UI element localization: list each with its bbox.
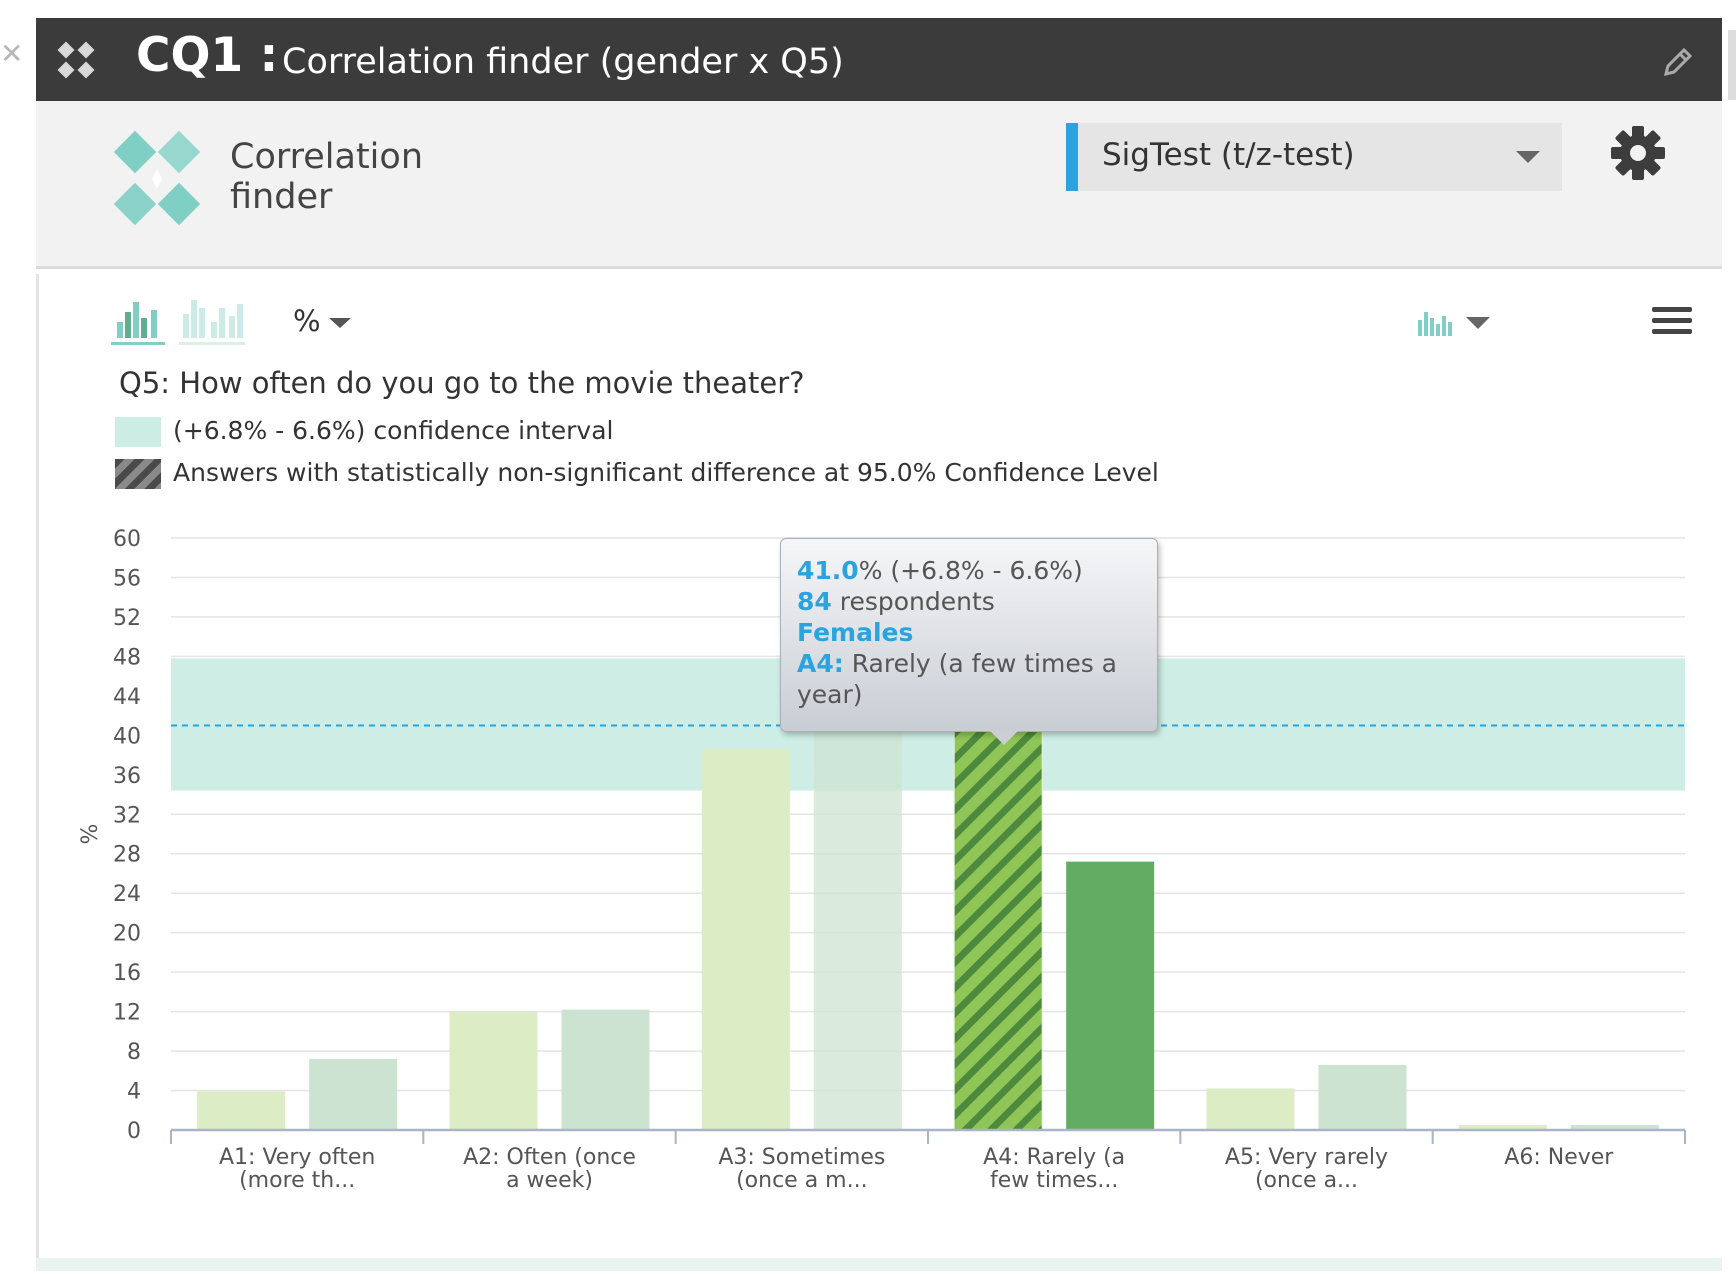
method-dropdown[interactable]: SigTest (t/z-test) <box>1066 123 1562 191</box>
chart-type-tab-underline <box>179 342 245 345</box>
tooltip-group: Females <box>797 618 914 647</box>
tooltip-respondents-suffix: respondents <box>831 587 995 616</box>
widget-header: Correlation finder SigTest (t/z-test) <box>36 101 1722 269</box>
correlation-logo-icon <box>113 130 201 226</box>
x-tick-label: (once a... <box>1255 1168 1358 1193</box>
right-edge-handle[interactable] <box>1728 30 1736 100</box>
y-tick-label: 48 <box>113 645 141 670</box>
chart-options-icon[interactable] <box>1417 308 1457 336</box>
x-tick-label: (more th... <box>239 1168 355 1193</box>
tooltip-percent-suffix: % (+6.8% - 6.6%) <box>858 556 1083 585</box>
chevron-down-icon <box>328 318 351 328</box>
widget-window: CQ1 : Correlation finder (gender x Q5) C… <box>36 18 1722 1271</box>
bar[interactable] <box>449 1011 538 1130</box>
x-tick-label: a week) <box>506 1168 593 1193</box>
bar[interactable] <box>1206 1088 1295 1130</box>
widget-type-label: Correlation finder <box>230 137 423 217</box>
tooltip-respondents: 84 respondents <box>797 586 1141 617</box>
y-tick-label: 56 <box>113 566 141 591</box>
title-bar: CQ1 : Correlation finder (gender x Q5) <box>36 18 1722 101</box>
tooltip-percent-value: 41.0 <box>797 556 859 585</box>
y-tick-label: 32 <box>113 803 141 828</box>
bar[interactable] <box>701 749 790 1130</box>
tooltip-answer-code: A4: <box>797 649 844 678</box>
bar[interactable] <box>197 1091 286 1130</box>
y-tick-label: 20 <box>113 922 141 947</box>
y-tick-label: 60 <box>113 527 141 552</box>
x-tick-label: A1: Very often <box>219 1145 375 1170</box>
tooltip-answer-text: Rarely (a few times a year) <box>797 649 1118 709</box>
chevron-down-icon[interactable] <box>1465 316 1491 330</box>
bar[interactable] <box>561 1009 650 1130</box>
bar[interactable] <box>309 1058 398 1130</box>
y-tick-label: 4 <box>127 1080 141 1105</box>
x-tick-label: A2: Often (once <box>463 1145 636 1170</box>
legend-confidence-interval: (+6.8% - 6.6%) confidence interval <box>115 416 613 447</box>
bar[interactable] <box>953 724 1043 1131</box>
chart-type-tab-underline-active <box>111 342 165 345</box>
question-title: Q5: How often do you go to the movie the… <box>119 366 805 400</box>
x-tick-label: A6: Never <box>1504 1145 1614 1170</box>
tooltip-percent: 41.0% (+6.8% - 6.6%) <box>797 555 1141 586</box>
hamburger-menu-icon[interactable] <box>1652 306 1692 336</box>
tooltip-answer: A4: Rarely (a few times a year) <box>797 648 1141 710</box>
unit-select[interactable]: % <box>293 304 351 338</box>
tooltip-respondents-value: 84 <box>797 587 832 616</box>
y-tick-label: 52 <box>113 606 141 631</box>
tooltip-pointer <box>990 731 1018 745</box>
y-tick-label: 0 <box>127 1119 141 1144</box>
gear-icon[interactable] <box>1608 123 1668 183</box>
widget-title: Correlation finder (gender x Q5) <box>282 42 844 82</box>
legend-swatch-ci <box>115 417 161 447</box>
y-tick-label: 40 <box>113 724 141 749</box>
edit-pencil-icon[interactable] <box>1660 44 1696 80</box>
y-tick-label: 24 <box>113 882 141 907</box>
chart-panel: % Q5: How often do you go to the movie t… <box>36 274 1722 1271</box>
y-tick-label: 44 <box>113 685 141 710</box>
y-tick-label: 16 <box>113 961 141 986</box>
data-tooltip: 41.0% (+6.8% - 6.6%) 84 respondents Fema… <box>780 538 1158 732</box>
legend-ci-label: (+6.8% - 6.6%) confidence interval <box>173 416 614 445</box>
x-tick-label: few times... <box>990 1168 1118 1193</box>
close-icon[interactable]: ✕ <box>0 37 24 70</box>
legend-swatch-hatched <box>115 459 161 489</box>
y-tick-label: 28 <box>113 843 141 868</box>
legend-ns-label: Answers with statistically non-significa… <box>173 458 1159 487</box>
x-tick-label: A5: Very rarely <box>1225 1145 1388 1170</box>
y-axis-label: % <box>78 824 103 845</box>
x-tick-label: A4: Rarely (a <box>983 1145 1125 1170</box>
bar[interactable] <box>1458 1125 1547 1130</box>
grouped-bar-chart-icon[interactable] <box>115 298 163 338</box>
legend-non-significant: Answers with statistically non-significa… <box>115 458 1159 489</box>
bar[interactable] <box>1570 1125 1659 1130</box>
y-tick-label: 12 <box>113 1001 141 1026</box>
dropdown-accent-bar <box>1066 123 1078 191</box>
x-tick-label: (once a m... <box>736 1168 868 1193</box>
method-dropdown-value: SigTest (t/z-test) <box>1102 137 1355 173</box>
app-icon <box>57 41 95 79</box>
bar[interactable] <box>1066 861 1155 1130</box>
x-tick-label: A3: Sometimes <box>718 1145 885 1170</box>
bar[interactable] <box>813 725 902 1130</box>
bar[interactable] <box>1318 1064 1407 1130</box>
unit-select-value: % <box>293 304 321 338</box>
widget-id: CQ1 : <box>136 28 279 83</box>
stacked-bar-chart-icon[interactable] <box>181 298 245 338</box>
y-tick-label: 8 <box>127 1040 141 1065</box>
chevron-down-icon <box>1516 151 1540 163</box>
bottom-scroll-strip <box>36 1258 1722 1271</box>
y-tick-label: 36 <box>113 764 141 789</box>
